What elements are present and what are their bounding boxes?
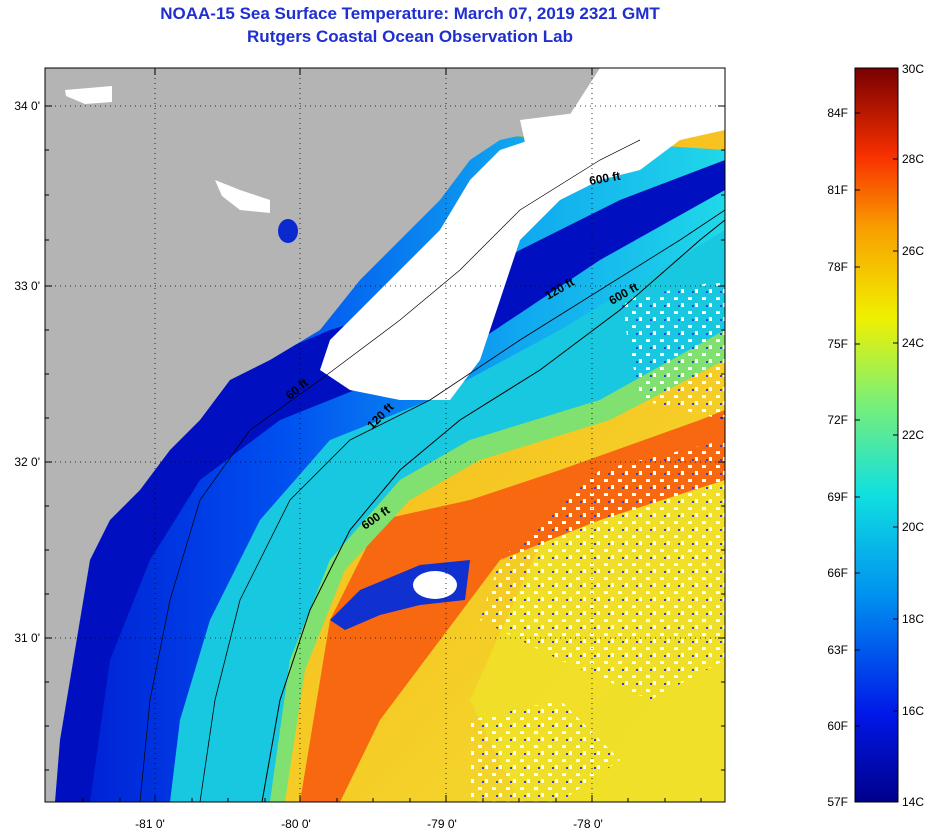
- title-line-2: Rutgers Coastal Ocean Observation Lab: [247, 27, 573, 46]
- cb-label-14c: 14C: [902, 795, 924, 809]
- land-mass: [45, 68, 600, 802]
- cb-label-18c: 18C: [902, 612, 924, 626]
- lon-label-78: -78 0': [573, 817, 603, 831]
- lat-label-32: 32 0': [14, 455, 40, 469]
- cb-label-72f: 72F: [827, 413, 848, 427]
- cb-label-30c: 30C: [902, 62, 924, 76]
- lat-label-31: 31 0': [14, 631, 40, 645]
- colorbar: [854, 67, 899, 803]
- cb-label-81f: 81F: [827, 183, 848, 197]
- cloud-patch: [520, 110, 610, 170]
- lat-label-34: 34 0': [14, 99, 40, 113]
- cb-label-69f: 69F: [827, 490, 848, 504]
- scattered-clouds-north: [620, 280, 725, 420]
- scattered-clouds: [480, 440, 725, 700]
- cb-label-75f: 75F: [827, 337, 848, 351]
- cb-label-26c: 26C: [902, 244, 924, 258]
- lon-label-80: -80 0': [281, 817, 311, 831]
- scattered-clouds-south: [470, 700, 620, 802]
- graticule: [45, 68, 725, 802]
- cb-label-66f: 66F: [827, 566, 848, 580]
- lon-label-81: -81 0': [135, 817, 165, 831]
- axis-labels: 34 0' 33 0' 32 0' 31 0' -81 0' -80 0' -7…: [14, 99, 602, 831]
- title-line-1: NOAA-15 Sea Surface Temperature: March 0…: [160, 4, 660, 23]
- cb-label-28c: 28C: [902, 152, 924, 166]
- colorbar-ticks: [855, 112, 898, 727]
- cloud-cover-coast: [320, 68, 725, 400]
- cb-label-20c: 20C: [902, 520, 924, 534]
- axis-ticks: [45, 68, 725, 802]
- cb-label-84f: 84F: [827, 106, 848, 120]
- cb-label-78f: 78F: [827, 260, 848, 274]
- lon-label-79: -79 0': [427, 817, 457, 831]
- isobath-60ft: [139, 139, 641, 802]
- isobath-600ft: [261, 219, 725, 802]
- cb-label-63f: 63F: [827, 643, 848, 657]
- inland-cloud-1: [65, 86, 112, 104]
- inland-cloud-2: [215, 180, 270, 213]
- isobath-label-north: 600 ft: [588, 169, 621, 188]
- map-frame: [44, 67, 726, 803]
- cb-label-57f: 57F: [827, 795, 848, 809]
- lat-label-33: 33 0': [14, 279, 40, 293]
- cb-label-22c: 22C: [902, 428, 924, 442]
- inland-lake: [278, 219, 298, 243]
- isobath-120ft: [199, 209, 725, 802]
- cb-label-60f: 60F: [827, 719, 848, 733]
- coastal-cold-water: [45, 160, 725, 802]
- colorbar-labels: 84F 81F 78F 75F 72F 69F 66F 63F 60F 57F …: [827, 62, 924, 809]
- cb-label-16c: 16C: [902, 704, 924, 718]
- eddy-cloud: [413, 571, 457, 599]
- map-panel: [45, 68, 725, 802]
- cb-label-24c: 24C: [902, 336, 924, 350]
